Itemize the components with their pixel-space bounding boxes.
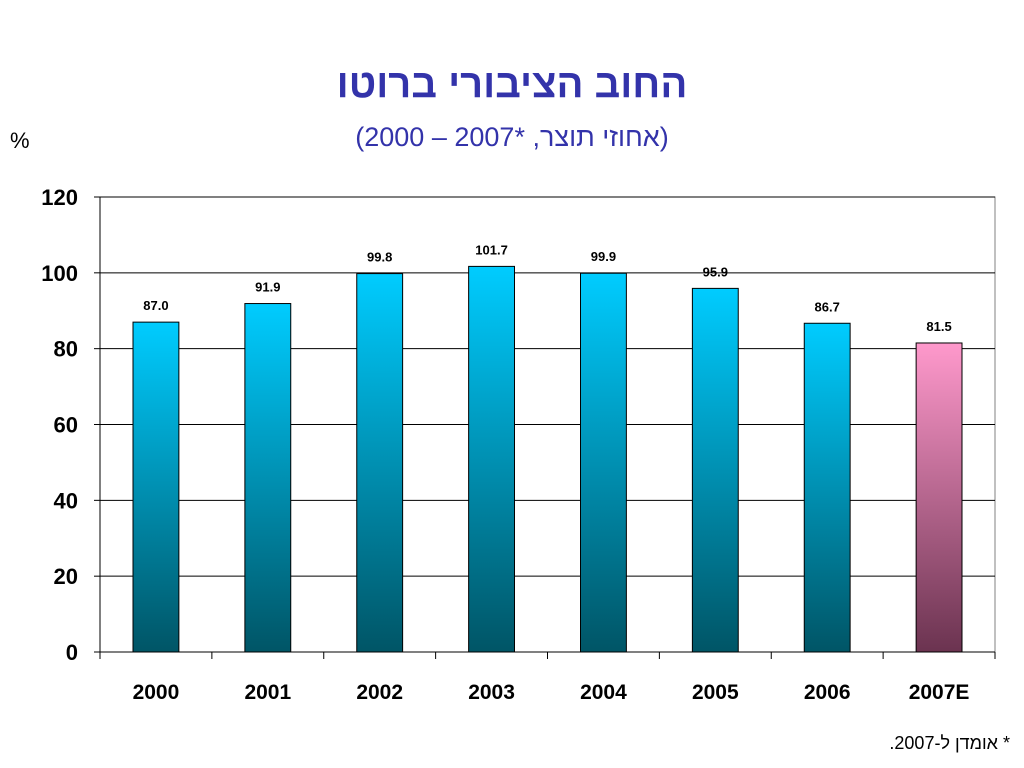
y-tick-label-40: 40 [54, 488, 78, 513]
chart-subtitle: (אחוזי תוצר, *2007 – 2000) [355, 122, 669, 152]
x-tick-label-2003: 2003 [468, 681, 515, 704]
y-tick-label-20: 20 [54, 564, 78, 589]
data-label-2003: 101.7 [475, 242, 508, 257]
x-tick-label-2005: 2005 [692, 681, 739, 704]
data-label-2005: 95.9 [703, 264, 728, 279]
axes: 0 20 40 60 80 100 120 2000 2001 2002 2003 2004 2005 2… [41, 185, 996, 704]
chart-title: החוב הציבורי ברוטו [336, 62, 688, 106]
x-tick-label-2002: 2002 [356, 681, 403, 704]
data-labels: 87.0 91.9 99.8 101.7 99.9 95.9 86.7 81.5 [143, 242, 951, 334]
x-tick-label-2001: 2001 [244, 681, 291, 704]
bar-2006 [803, 322, 851, 653]
y-tick-label-60: 60 [54, 413, 78, 438]
bars [132, 265, 963, 653]
footnote: * אומדן ל-2007. [889, 733, 1010, 753]
y-tick-label-100: 100 [41, 261, 78, 286]
bar-2002 [356, 273, 404, 653]
x-tick-label-2006: 2006 [804, 681, 851, 704]
bar-2004 [580, 272, 627, 653]
x-tick-label-2000: 2000 [133, 681, 180, 704]
y-unit-label: % [10, 128, 30, 153]
data-label-2001: 91.9 [255, 280, 280, 295]
gridlines [99, 196, 996, 653]
data-label-2000: 87.0 [143, 298, 168, 313]
y-tick-label-0: 0 [66, 640, 78, 665]
x-tick-label-2007E: 2007E [909, 681, 970, 704]
data-label-2004: 99.9 [591, 249, 616, 264]
bar-2000 [132, 321, 180, 653]
data-label-2002: 99.8 [367, 250, 392, 265]
x-tick-label-2004: 2004 [580, 681, 627, 704]
bar-2001 [244, 303, 292, 653]
y-tick-label-80: 80 [54, 337, 78, 362]
bar-2005 [691, 287, 739, 653]
bar-2007E [915, 342, 963, 653]
bar-2003 [468, 265, 515, 653]
data-label-2006: 86.7 [815, 299, 840, 314]
y-tick-label-120: 120 [41, 185, 78, 210]
data-label-2007E: 81.5 [926, 319, 951, 334]
